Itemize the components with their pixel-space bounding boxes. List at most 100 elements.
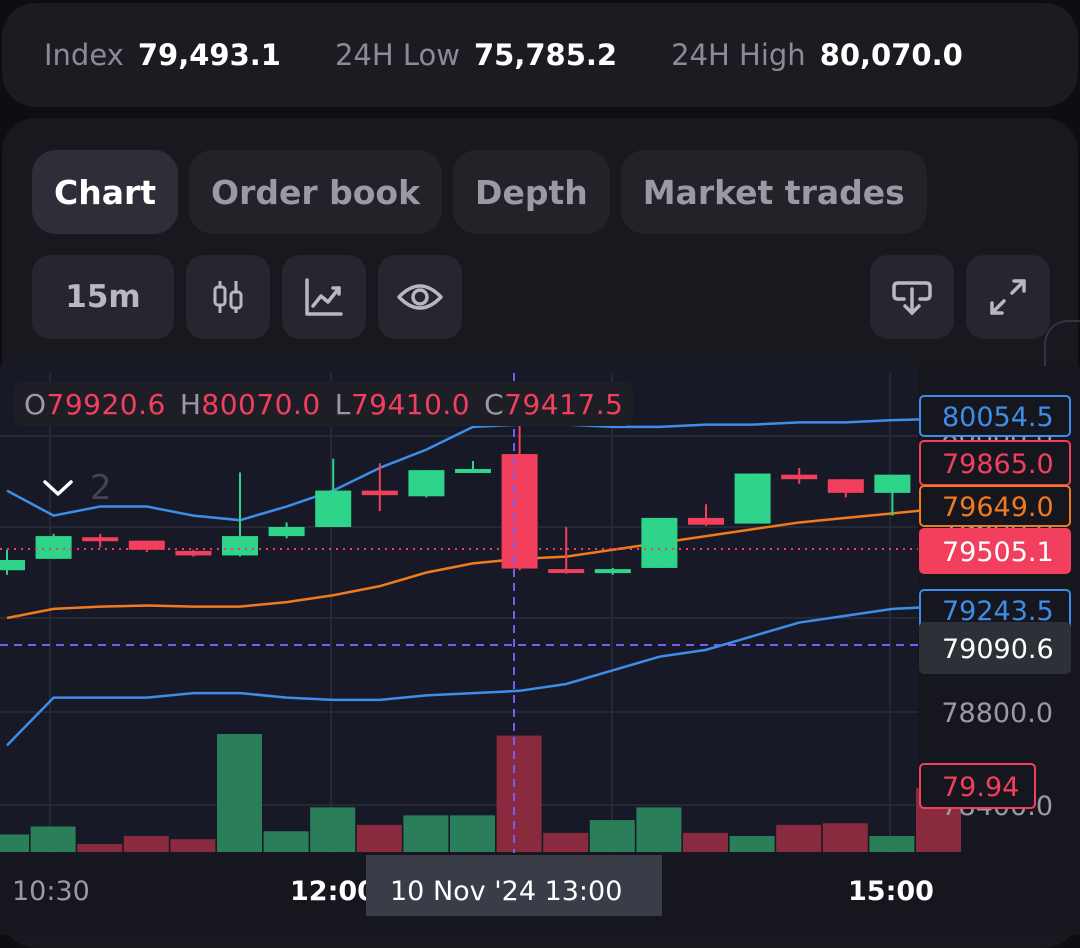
candle-body[interactable] — [734, 473, 771, 524]
line-chart-icon — [305, 278, 343, 316]
volume-bar — [356, 824, 402, 852]
ohlc-high-key: H — [179, 387, 202, 421]
volume-bar — [729, 836, 775, 852]
ohlc-readout: O 79920.6 H 80070.0 L 79410.0 C 79417.5 — [14, 382, 634, 426]
download-button[interactable] — [870, 255, 954, 339]
price-marker-box — [919, 528, 1071, 574]
candle-body[interactable] — [641, 517, 678, 568]
volume-bar — [403, 815, 449, 852]
ohlc-low: 79410.0 — [350, 387, 471, 421]
price-marker-box — [919, 395, 1071, 437]
volume-bar — [123, 836, 169, 852]
stat-index-label: Index — [44, 38, 124, 72]
candle-body[interactable] — [175, 550, 212, 556]
crosshair-time-label: 10 Nov '24 13:00 — [390, 876, 622, 907]
price-marker-label: 79865.0 — [942, 449, 1054, 480]
volume-bar — [636, 807, 682, 852]
chart-toolbar: 15m — [32, 255, 462, 339]
candle-body[interactable] — [501, 454, 538, 569]
ohlc-open: 79920.6 — [46, 387, 166, 421]
tab-market-trades[interactable]: Market trades — [620, 150, 927, 234]
price-marker-label: 79505.1 — [942, 537, 1054, 568]
bollinger-upper-line — [6, 417, 940, 522]
ohlc-open-key: O — [24, 387, 47, 421]
expand-icon — [990, 279, 1026, 315]
price-marker-label: 79.94 — [942, 772, 1019, 803]
candle-body[interactable] — [781, 474, 818, 480]
interval-button[interactable]: 15m — [32, 255, 174, 339]
fullscreen-button[interactable] — [966, 255, 1050, 339]
volume-bar — [776, 824, 822, 852]
candle-body[interactable] — [82, 537, 119, 542]
volume-bar — [683, 832, 728, 852]
stat-24h-low-label: 24H Low — [334, 38, 460, 72]
candle-body[interactable] — [548, 569, 585, 574]
volume-bar — [30, 826, 76, 852]
index-stats-bar: Index 79,493.1 24H Low 75,785.2 24H High… — [2, 3, 1078, 107]
stat-24h-high-value: 80,070.0 — [819, 38, 963, 72]
candlestick-type-button[interactable] — [186, 255, 270, 339]
candle-body[interactable] — [594, 569, 631, 574]
candle-body[interactable] — [35, 536, 72, 559]
tab-bar: Chart Order book Depth Market trades — [32, 150, 927, 234]
candle-body[interactable] — [827, 479, 864, 493]
candle-body[interactable] — [222, 536, 258, 556]
candlestick-chart[interactable]: 80000.079600.079200.078800.078400.080054… — [0, 366, 1080, 935]
volume-bar — [496, 735, 542, 852]
volume-bar — [450, 815, 495, 852]
volume-bar — [822, 823, 868, 852]
ohlc-high: 80070.0 — [201, 387, 321, 421]
stat-24h-high: 24H High 80,070.0 — [671, 38, 963, 72]
candle-body[interactable] — [315, 490, 352, 527]
indicators-button[interactable] — [282, 255, 366, 339]
stat-index: Index 79,493.1 — [44, 38, 281, 72]
candle-body[interactable] — [874, 474, 911, 493]
ohlc-low-key: L — [334, 387, 351, 421]
price-marker-label: 79649.0 — [942, 492, 1054, 523]
candle-body[interactable] — [0, 559, 25, 571]
volume-bar — [77, 844, 123, 852]
indicator-legend-toggle[interactable]: 2 — [40, 468, 112, 508]
stat-index-value: 79,493.1 — [137, 38, 281, 72]
price-marker-label: 80054.5 — [942, 402, 1054, 433]
candlestick-icon — [213, 281, 243, 313]
volume-bar — [0, 834, 29, 852]
ohlc-close-key: C — [484, 387, 505, 421]
tab-order-book[interactable]: Order book — [189, 150, 443, 234]
indicator-count: 2 — [90, 468, 112, 508]
stat-24h-low: 24H Low 75,785.2 — [335, 38, 617, 72]
crosshair-time-box — [366, 855, 662, 916]
tab-depth[interactable]: Depth — [453, 150, 610, 234]
plot-area — [0, 366, 918, 853]
chart-toolbar-right — [870, 255, 1050, 339]
bollinger-lower-line — [6, 605, 940, 747]
candle-body[interactable] — [455, 468, 491, 473]
price-marker-box — [919, 763, 1036, 809]
moving-average-line — [6, 507, 940, 620]
stat-24h-high-label: 24H High — [671, 38, 806, 72]
volume-bar — [589, 820, 635, 852]
volume-bar — [217, 734, 262, 852]
candle-body[interactable] — [408, 470, 445, 497]
candle-body[interactable] — [361, 490, 398, 496]
price-marker-box — [919, 622, 1071, 674]
candle-body[interactable] — [268, 527, 305, 537]
download-icon — [892, 281, 932, 315]
volume-bar — [869, 836, 915, 852]
time-axis-tick: 10:30 — [12, 876, 90, 907]
volume-bar — [543, 832, 589, 852]
price-marker-label: 79090.6 — [942, 634, 1054, 665]
tab-chart[interactable]: Chart — [32, 150, 179, 234]
candle-body[interactable] — [128, 540, 165, 550]
price-marker-box — [919, 485, 1071, 527]
volume-bar — [310, 807, 356, 852]
eye-icon — [397, 284, 443, 310]
volume-bar — [263, 831, 309, 852]
visibility-button[interactable] — [378, 255, 462, 339]
time-axis-tick: 15:00 — [848, 876, 934, 907]
time-axis-tick: 12:00 — [290, 876, 376, 907]
chevron-down-icon — [43, 480, 73, 496]
ohlc-close: 79417.5 — [504, 387, 624, 421]
stat-24h-low-value: 75,785.2 — [474, 38, 618, 72]
candle-body[interactable] — [688, 517, 724, 525]
